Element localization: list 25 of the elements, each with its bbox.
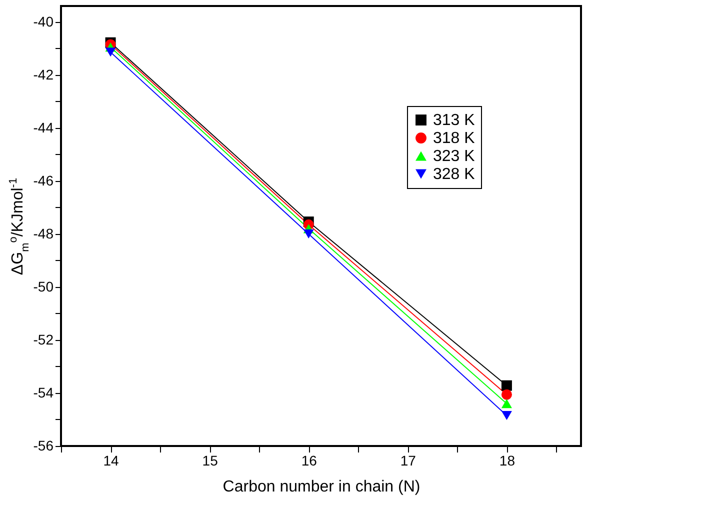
x-tick-label: 14 [103,452,120,468]
point [501,410,512,420]
x-tick-label: 16 [301,452,318,468]
point [501,380,512,391]
x-axis-title: Carbon number in chain (N) [222,478,420,496]
y-tick-label: -46 [33,172,54,188]
legend-label: 318 K [433,130,476,147]
point [501,389,512,400]
y-tick-label: -56 [33,438,54,454]
y-tick-label: -42 [33,66,54,82]
y-tick-label: -48 [33,225,54,242]
point [303,229,314,238]
point [501,399,512,408]
y-tick-label: -52 [33,331,54,348]
legend-label: 313 K [433,112,476,129]
x-tick-label: 18 [499,452,516,468]
y-tick-label: -44 [33,119,54,136]
x-tick-label: 15 [202,452,218,468]
y-tick-label: -40 [33,13,54,30]
x-tick-label: 17 [400,452,416,468]
point [105,48,116,57]
y-tick-label: -54 [33,384,54,400]
legend-label: 323 K [433,148,476,165]
y-tick-label: -50 [33,278,54,294]
legend-label: 328 K [433,166,476,183]
